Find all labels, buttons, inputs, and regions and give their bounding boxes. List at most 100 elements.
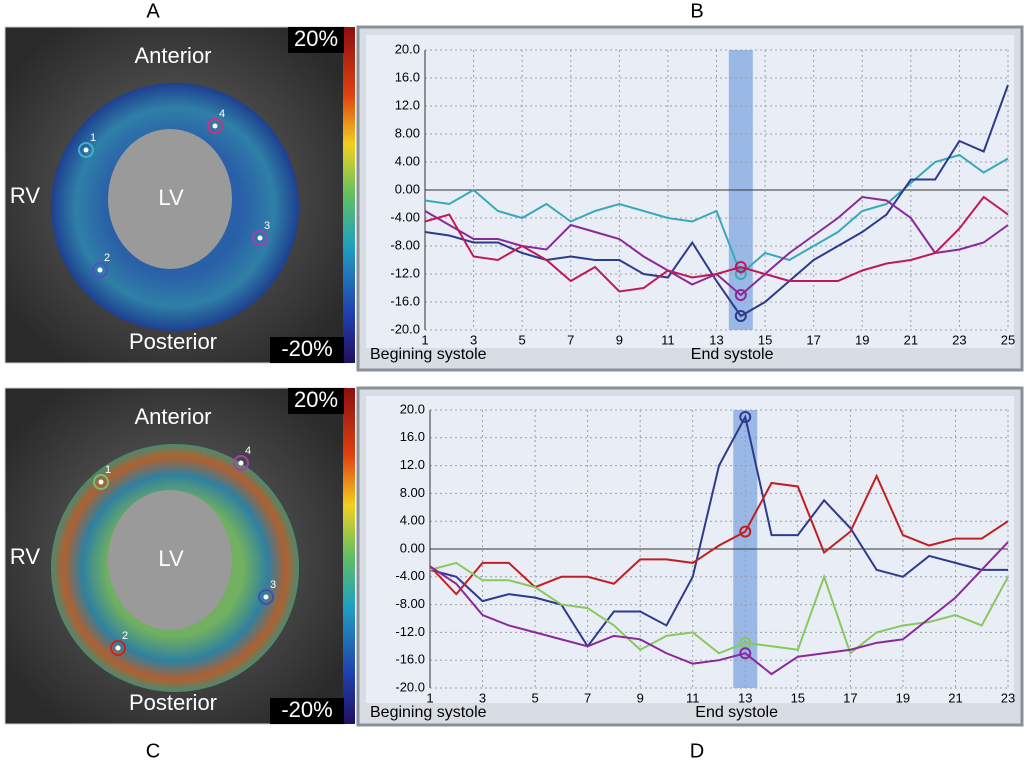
roi-dot (238, 460, 244, 466)
image-label: Posterior (129, 329, 217, 354)
roi-marker (92, 262, 108, 278)
scale-box (270, 337, 344, 363)
plot-area (366, 35, 1014, 348)
x-tick-label: 21 (948, 690, 962, 705)
y-tick-label: -20.0 (390, 321, 420, 336)
x-tick-label: 3 (479, 690, 486, 705)
image-label: LV (158, 546, 184, 571)
roi-dot (263, 594, 269, 600)
x-tick-label: 11 (686, 690, 700, 705)
highlight-marker (739, 647, 752, 660)
lv-cavity (108, 490, 232, 630)
x-tick-label: 17 (806, 332, 820, 347)
y-tick-label: -16.0 (395, 652, 425, 667)
y-tick-label: -20.0 (395, 679, 425, 694)
x-tick-label: 17 (843, 690, 857, 705)
highlight-marker (734, 310, 747, 322)
panel-label: D (690, 740, 704, 762)
data-line (424, 84, 1009, 318)
y-tick-label: 12.0 (400, 457, 425, 472)
image-label: 20% (294, 26, 338, 51)
x-tick-label: 21 (904, 332, 918, 347)
y-tick-label: -4.00 (390, 209, 420, 224)
x-tick-label: 1 (426, 690, 433, 705)
roi-marker (78, 142, 94, 158)
highlight-marker (734, 261, 747, 273)
roi-marker (110, 640, 126, 656)
image-label: LV (158, 185, 184, 210)
roi-label: 3 (270, 579, 276, 591)
x-tick-label: 23 (1001, 690, 1015, 705)
x-annotation: End systole (691, 346, 774, 363)
roi-dot (115, 645, 121, 651)
y-tick-label: -8.00 (390, 237, 420, 252)
y-tick-label: -16.0 (390, 293, 420, 308)
roi-marker (207, 118, 223, 134)
data-line (429, 541, 1009, 676)
y-tick-label: -4.00 (395, 568, 425, 583)
y-tick-label: 16.0 (395, 69, 420, 84)
x-annotation: Begining systole (370, 346, 487, 363)
roi-dot (257, 235, 263, 241)
roi-label: 4 (245, 445, 251, 457)
x-tick-label: 15 (758, 332, 772, 347)
x-tick-label: 13 (738, 690, 752, 705)
y-tick-label: 0.00 (395, 181, 420, 196)
x-tick-label: 3 (470, 332, 477, 347)
x-tick-label: 11 (661, 332, 675, 347)
x-tick-label: 7 (584, 690, 591, 705)
panel-label: B (690, 0, 703, 22)
x-tick-label: 1 (421, 332, 428, 347)
data-line (424, 195, 1009, 293)
y-tick-label: 20.0 (400, 401, 425, 416)
roi-marker (252, 230, 268, 246)
scale-bar (343, 388, 355, 724)
roi-dot (212, 123, 218, 129)
roi-label: 3 (264, 220, 270, 232)
x-tick-label: 19 (855, 332, 869, 347)
image-label: Anterior (134, 43, 211, 68)
image-label: -20% (281, 336, 332, 361)
roi-label: 1 (90, 132, 96, 144)
x-tick-label: 15 (791, 690, 805, 705)
image-label: Posterior (129, 690, 217, 715)
roi-label: 4 (219, 108, 225, 120)
roi-marker (233, 455, 249, 471)
data-line (424, 153, 1009, 276)
x-annotation: Begining systole (370, 704, 487, 721)
roi-label: 2 (104, 252, 110, 264)
roi-marker (258, 589, 274, 605)
y-tick-label: 8.00 (400, 485, 425, 500)
roi-dot (83, 147, 89, 153)
y-tick-label: 12.0 (395, 97, 420, 112)
y-tick-label: -8.00 (395, 596, 425, 611)
data-line (429, 414, 1008, 649)
y-tick-label: 4.00 (395, 153, 420, 168)
x-tick-label: 23 (952, 332, 966, 347)
x-tick-label: 5 (531, 690, 538, 705)
panel-label: C (146, 740, 160, 762)
roi-marker (93, 474, 109, 490)
x-tick-label: 5 (519, 332, 526, 347)
x-tick-label: 7 (567, 332, 574, 347)
roi-label: 2 (122, 630, 128, 642)
scale-box (288, 388, 344, 414)
y-tick-label: 4.00 (400, 513, 425, 528)
roi-dot (97, 267, 103, 273)
image-label: -20% (281, 697, 332, 722)
x-tick-label: 25 (1001, 332, 1015, 347)
x-tick-label: 19 (896, 690, 910, 705)
roi-dot (98, 479, 104, 485)
y-tick-label: -12.0 (395, 624, 425, 639)
panel-label: A (146, 0, 160, 22)
highlight-marker (739, 410, 752, 423)
data-line (429, 561, 1009, 655)
image-label: RV (10, 544, 40, 569)
lv-cavity (108, 129, 232, 269)
x-tick-label: 13 (709, 332, 723, 347)
image-label: RV (10, 183, 40, 208)
y-tick-label: 20.0 (395, 41, 420, 56)
highlight-marker (734, 268, 747, 280)
highlight-marker (739, 525, 752, 538)
